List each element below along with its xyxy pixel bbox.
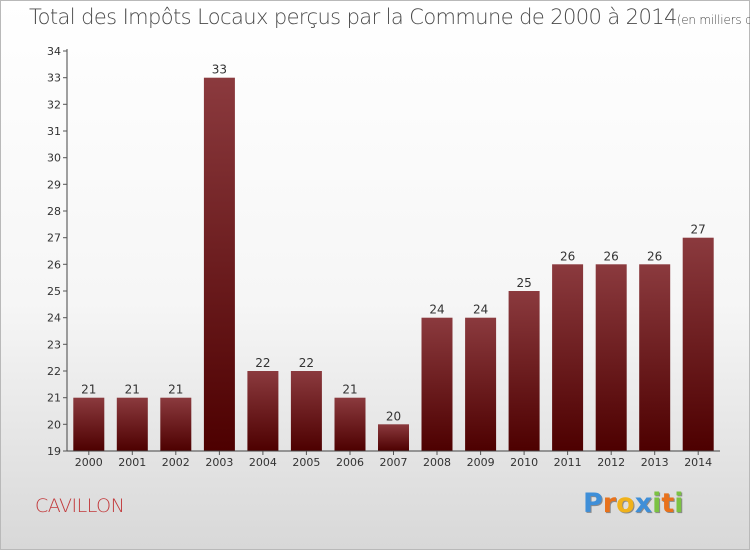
x-tick-label-2012: 2012 — [597, 456, 625, 469]
x-tick-label-2002: 2002 — [162, 456, 190, 469]
data-label-2014: 27 — [691, 223, 706, 237]
y-tick-label-31: 31 — [47, 125, 61, 138]
data-label-2006: 21 — [342, 383, 357, 397]
data-label-2002: 21 — [168, 383, 183, 397]
y-tick-label-24: 24 — [47, 312, 61, 325]
chart-title: Total des Impôts Locaux perçus par la Co… — [29, 5, 750, 29]
bar-2003 — [203, 77, 235, 451]
y-tick-label-27: 27 — [47, 232, 61, 245]
logo-letter: x — [634, 488, 653, 519]
x-tick-label-2013: 2013 — [641, 456, 669, 469]
y-tick-label-26: 26 — [47, 258, 61, 271]
y-tick-label-19: 19 — [47, 445, 61, 458]
y-tick-label-29: 29 — [47, 178, 61, 191]
logo-letter: P — [583, 488, 603, 519]
x-tick-label-2006: 2006 — [336, 456, 364, 469]
data-label-2001: 21 — [125, 383, 140, 397]
bar-2014 — [682, 237, 714, 451]
bar-2013 — [639, 264, 671, 451]
x-tick-label-2008: 2008 — [423, 456, 451, 469]
x-tick-label-2014: 2014 — [684, 456, 712, 469]
y-tick-label-28: 28 — [47, 205, 61, 218]
bar-2011 — [552, 264, 584, 451]
bar-2004 — [247, 371, 279, 451]
x-tick-label-2003: 2003 — [205, 456, 233, 469]
data-label-2008: 24 — [429, 303, 444, 317]
x-tick-label-2005: 2005 — [292, 456, 320, 469]
bars-group: 21 21 21 33 22 22 21 20 24 24 25 26 26 26 27 — [73, 63, 714, 451]
bar-2012 — [595, 264, 627, 451]
x-tick-label-2009: 2009 — [467, 456, 495, 469]
x-tick-label-2001: 2001 — [118, 456, 146, 469]
data-label-2011: 26 — [560, 249, 575, 263]
y-tick-label-30: 30 — [47, 152, 61, 165]
data-label-2010: 25 — [516, 276, 531, 290]
y-tick-label-21: 21 — [47, 392, 61, 405]
commune-name: CAVILLON — [35, 495, 125, 517]
y-tick-label-25: 25 — [47, 285, 61, 298]
y-tick-label-23: 23 — [47, 338, 61, 351]
y-tick-label-34: 34 — [47, 45, 61, 58]
y-tick-label-22: 22 — [47, 365, 61, 378]
data-label-2013: 26 — [647, 249, 662, 263]
bar-2000 — [73, 397, 105, 451]
bar-2001 — [116, 397, 148, 451]
chart-title-text: Total des Impôts Locaux perçus par la Co… — [29, 5, 677, 29]
data-label-2003: 33 — [212, 63, 227, 77]
logo-letter: t — [661, 488, 675, 519]
bar-2008 — [421, 317, 453, 451]
x-tick-label-2000: 2000 — [75, 456, 103, 469]
bar-2002 — [160, 397, 192, 451]
bar-2005 — [290, 371, 322, 451]
data-label-2004: 22 — [255, 356, 270, 370]
data-label-2005: 22 — [299, 356, 314, 370]
chart-title-unit: (en milliers d'€) — [676, 13, 750, 27]
bar-2007 — [378, 424, 409, 451]
bar-2009 — [465, 317, 497, 451]
bar-2010 — [508, 291, 540, 451]
logo-letter: o — [616, 488, 635, 519]
x-tick-label-2004: 2004 — [249, 456, 277, 469]
data-label-2007: 20 — [386, 409, 401, 423]
data-label-2012: 26 — [604, 249, 619, 263]
y-tick-label-32: 32 — [47, 98, 61, 111]
logo-letter: r — [602, 488, 617, 519]
y-tick-label-20: 20 — [47, 418, 61, 431]
x-tick-label-2010: 2010 — [510, 456, 538, 469]
proxiti-logo: Proxiti — [583, 488, 684, 519]
data-label-2000: 21 — [81, 383, 96, 397]
bar-2006 — [334, 397, 366, 451]
x-tick-label-2011: 2011 — [554, 456, 582, 469]
data-label-2009: 24 — [473, 303, 488, 317]
axes-group: 2000 2001 2002 2003 2004 2005 2006 2007 2008 2009… — [47, 45, 720, 469]
logo-letter: i — [674, 488, 684, 519]
x-tick-label-2007: 2007 — [380, 456, 408, 469]
logo-letter: i — [652, 488, 662, 519]
y-tick-label-33: 33 — [47, 72, 61, 85]
